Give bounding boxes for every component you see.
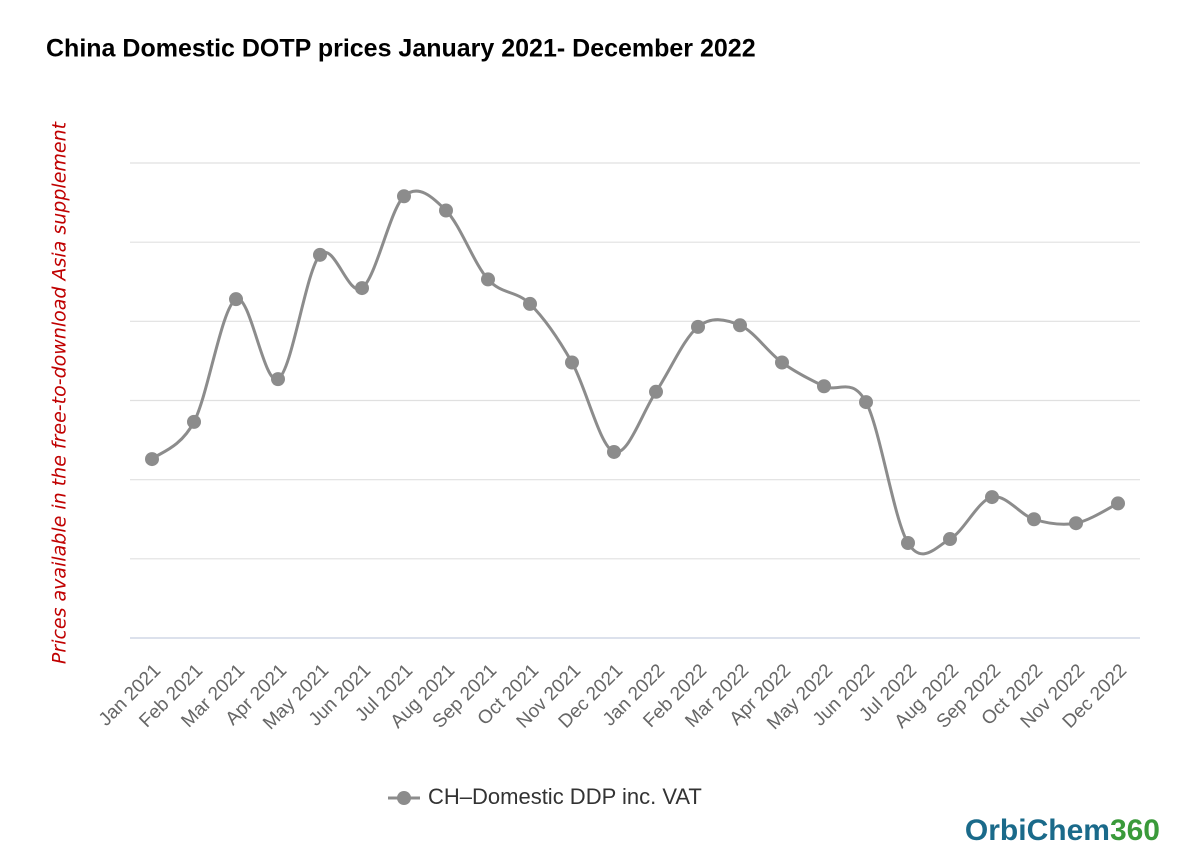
point [1069,516,1083,531]
point [607,444,621,459]
point [229,292,243,307]
logo: OrbiChem360 [965,814,1160,847]
point [397,189,411,204]
chart-title: China Domestic DOTP prices January 2021-… [46,35,756,63]
logo-accent: 360 [1110,814,1160,847]
point [859,395,873,410]
point [145,452,159,467]
legend-label: CH–Domestic DDP inc. VAT [428,784,702,809]
point [943,532,957,547]
point [313,247,327,262]
line [151,189,1119,556]
point [1027,512,1041,527]
point [439,203,453,218]
point [523,296,537,311]
point [481,272,495,287]
point [775,355,789,370]
legend-marker [397,791,411,805]
point [733,318,747,333]
point [187,414,201,429]
point [271,372,285,387]
point [817,379,831,394]
point [649,384,663,399]
side-note: Prices available in the free-to-download… [49,120,71,664]
point [1111,496,1125,511]
point [985,490,999,505]
point [901,536,915,550]
point [691,319,705,334]
point [355,281,369,296]
point [565,355,579,370]
logo-main: OrbiChem [965,814,1110,847]
